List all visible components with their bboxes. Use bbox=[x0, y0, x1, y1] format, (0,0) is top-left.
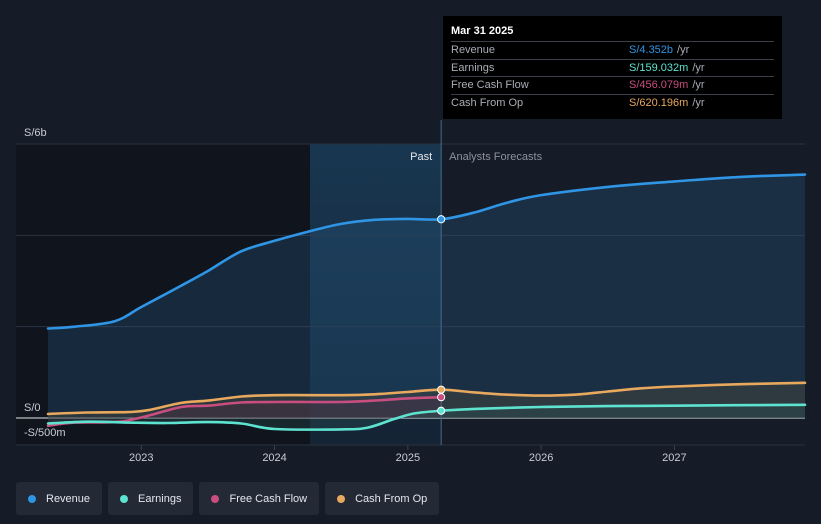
tooltip-label: Free Cash Flow bbox=[451, 79, 529, 92]
x-tick-label: 2025 bbox=[396, 452, 420, 464]
line-earnings bbox=[46, 403, 807, 431]
tooltip-unit: /yr bbox=[692, 79, 705, 92]
x-axis-ticks: 2023 2024 2025 2026 2027 bbox=[129, 445, 687, 464]
tooltip-label: Revenue bbox=[451, 44, 496, 57]
legend-dot-icon bbox=[120, 494, 129, 503]
legend-item-revenue[interactable]: Revenue bbox=[16, 482, 103, 515]
tooltip-label: Cash From Op bbox=[451, 96, 524, 109]
x-tick-label: 2023 bbox=[129, 452, 153, 464]
y-axis-top-label: S/6b bbox=[24, 127, 47, 139]
legend-dot-icon bbox=[211, 494, 220, 503]
tooltip-value: S/4.352b bbox=[629, 44, 674, 57]
legend-item-free-cash-flow[interactable]: Free Cash Flow bbox=[199, 482, 320, 515]
tooltip-row-cash-from-op: Cash From Op S/620.196m /yr bbox=[451, 93, 774, 112]
past-label: Past bbox=[410, 151, 432, 163]
tooltip-row-free-cash-flow: Free Cash Flow S/456.079m /yr bbox=[451, 76, 774, 94]
legend-item-cash-from-op[interactable]: Cash From Op bbox=[325, 482, 440, 515]
legend-item-earnings[interactable]: Earnings bbox=[108, 482, 194, 515]
tooltip-row-revenue: Revenue S/4.352b /yr bbox=[451, 41, 774, 59]
y-axis-bottom-label: -S/500m bbox=[24, 427, 66, 439]
legend: Revenue Earnings Free Cash Flow Cash Fro… bbox=[16, 482, 440, 515]
legend-label: Cash From Op bbox=[355, 492, 428, 505]
x-tick-label: 2024 bbox=[262, 452, 286, 464]
series-lines bbox=[46, 173, 807, 431]
tooltip-unit: /yr bbox=[677, 44, 690, 57]
legend-dot-icon bbox=[337, 494, 346, 503]
line-revenue bbox=[46, 173, 807, 330]
tooltip-markers bbox=[437, 215, 446, 415]
marker-fcf bbox=[437, 393, 446, 402]
x-tick-label: 2026 bbox=[529, 452, 553, 464]
marker-earnings bbox=[437, 406, 446, 415]
tooltip-date: Mar 31 2025 bbox=[451, 25, 514, 37]
x-tick-label: 2027 bbox=[662, 452, 686, 464]
area-fcf bbox=[48, 397, 442, 426]
tooltip-label: Earnings bbox=[451, 61, 495, 74]
area-revenue bbox=[48, 174, 805, 418]
tooltip-unit: /yr bbox=[692, 61, 705, 74]
area-earnings bbox=[48, 404, 805, 430]
legend-label: Earnings bbox=[138, 492, 182, 505]
legend-label: Revenue bbox=[46, 492, 91, 505]
tooltip-unit: /yr bbox=[692, 96, 705, 109]
tooltip-value: S/456.079m bbox=[629, 79, 689, 92]
tooltip-value: S/620.196m bbox=[629, 96, 689, 109]
y-axis-zero-label: S/0 bbox=[24, 402, 41, 414]
marker-revenue bbox=[437, 215, 446, 224]
tooltip-row-earnings: Earnings S/159.032m /yr bbox=[451, 58, 774, 77]
marker-cfo bbox=[437, 385, 446, 394]
tooltip-value: S/159.032m bbox=[629, 61, 689, 74]
legend-label: Free Cash Flow bbox=[229, 492, 308, 505]
legend-dot-icon bbox=[28, 494, 36, 503]
forecast-label: Analysts Forecasts bbox=[449, 151, 542, 163]
tooltip: Mar 31 2025 Revenue S/4.352b /yr Earning… bbox=[443, 16, 782, 119]
gridlines bbox=[16, 143, 805, 446]
line-cfo bbox=[46, 381, 807, 416]
